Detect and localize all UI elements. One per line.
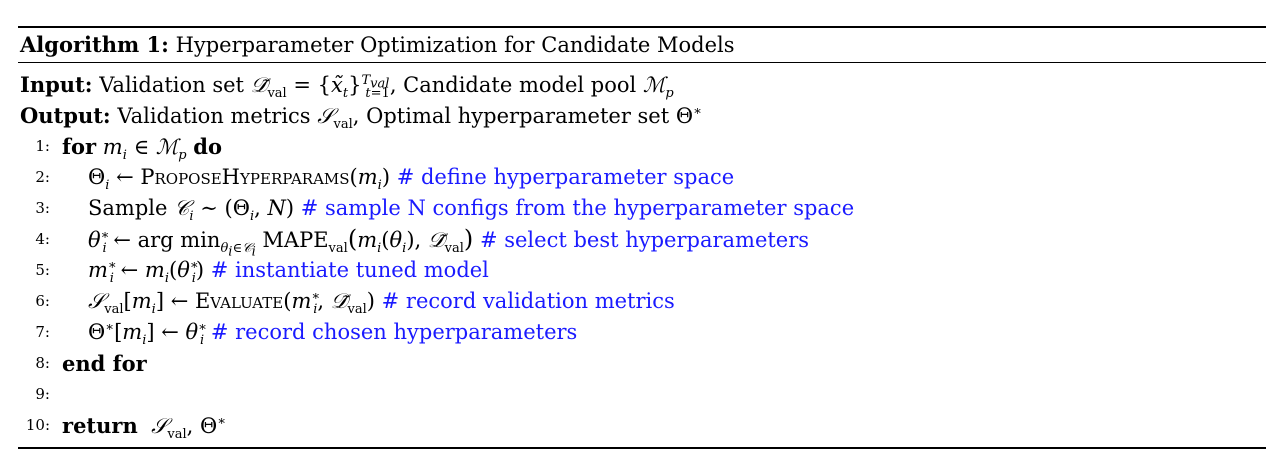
algorithm-line-10: 10: return 𝒮val, Θ∗ (18, 410, 1266, 441)
algorithm-line-7: 7: Θ∗[mi] ← θ∗i # record chosen hyperpar… (18, 317, 1266, 348)
line-number: 10: (25, 416, 50, 434)
line-code: θ∗i ← arg minθi∈𝒞i MAPEval(mi(θi), 𝒟̃val… (88, 225, 810, 260)
algorithm-line-1: 1: for mi ∈ ℳp do (18, 131, 1266, 162)
line-number: 9: (35, 385, 50, 403)
algorithm-line-9: 9: (18, 379, 1266, 410)
line-code: Θi ← ProposeHyperparams(mi) # define hyp… (88, 165, 735, 194)
line-number: 1: (35, 137, 50, 155)
line-comment: # sample N configs from the hyperparamet… (300, 196, 855, 220)
output-text: Validation metrics 𝒮val, Optimal hyperpa… (117, 104, 702, 133)
output-line: Output: Validation metrics 𝒮val, Optimal… (18, 100, 1266, 131)
output-label: Output: (20, 103, 111, 128)
line-code: end for (62, 351, 147, 376)
line-code: m∗i ← mi(θ∗i) # instantiate tuned model (88, 258, 489, 287)
line-number: 6: (35, 292, 50, 310)
input-text: Validation set 𝒟̃val = {x̃t}Tvalt=1, Can… (99, 73, 674, 102)
algorithm-label: Algorithm 1: (20, 32, 169, 57)
line-comment: # select best hyperparameters (479, 228, 810, 252)
line-number: 7: (35, 323, 50, 341)
line-number: 5: (35, 261, 50, 279)
line-comment: # record chosen hyperparameters (210, 320, 578, 344)
algorithm-caption: Algorithm 1: Hyperparameter Optimization… (18, 28, 1266, 62)
line-code: for mi ∈ ℳp do (62, 134, 222, 164)
algorithm-line-2: 2: Θi ← ProposeHyperparams(mi) # define … (18, 162, 1266, 193)
line-code: Sample 𝒞i ∼ (Θi, N) # sample N configs f… (88, 196, 855, 225)
algorithm-line-8: 8: end for (18, 348, 1266, 379)
caption-rule (18, 62, 1266, 63)
algorithm-line-6: 6: 𝒮val[mi] ← Evaluate(m∗i, 𝒟̃val) # rec… (18, 286, 1266, 317)
algorithm-box: Algorithm 1: Hyperparameter Optimization… (18, 26, 1266, 449)
bottom-rule (18, 447, 1266, 449)
line-number: 3: (35, 199, 50, 217)
line-comment: # record validation metrics (381, 289, 675, 313)
input-line: Input: Validation set 𝒟̃val = {x̃t}Tvalt… (18, 69, 1266, 100)
input-label: Input: (20, 72, 93, 97)
algorithm-line-3: 3: Sample 𝒞i ∼ (Θi, N) # sample N config… (18, 193, 1266, 224)
line-number: 4: (35, 230, 50, 248)
line-code: return 𝒮val, Θ∗ (62, 413, 227, 443)
line-code: 𝒮val[mi] ← Evaluate(m∗i, 𝒟̃val) # record… (88, 289, 675, 318)
top-rule (18, 26, 1266, 28)
line-number: 8: (35, 354, 50, 372)
algorithm-line-4: 4: θ∗i ← arg minθi∈𝒞i MAPEval(mi(θi), 𝒟̃… (18, 224, 1266, 260)
line-number: 2: (35, 168, 50, 186)
algorithm-line-5: 5: m∗i ← mi(θ∗i) # instantiate tuned mod… (18, 255, 1266, 286)
line-comment: # instantiate tuned model (210, 258, 489, 282)
line-comment: # define hyperparameter space (396, 165, 735, 189)
algorithm-title: Hyperparameter Optimization for Candidat… (175, 33, 735, 57)
line-code: Θ∗[mi] ← θ∗i # record chosen hyperparame… (88, 320, 578, 349)
